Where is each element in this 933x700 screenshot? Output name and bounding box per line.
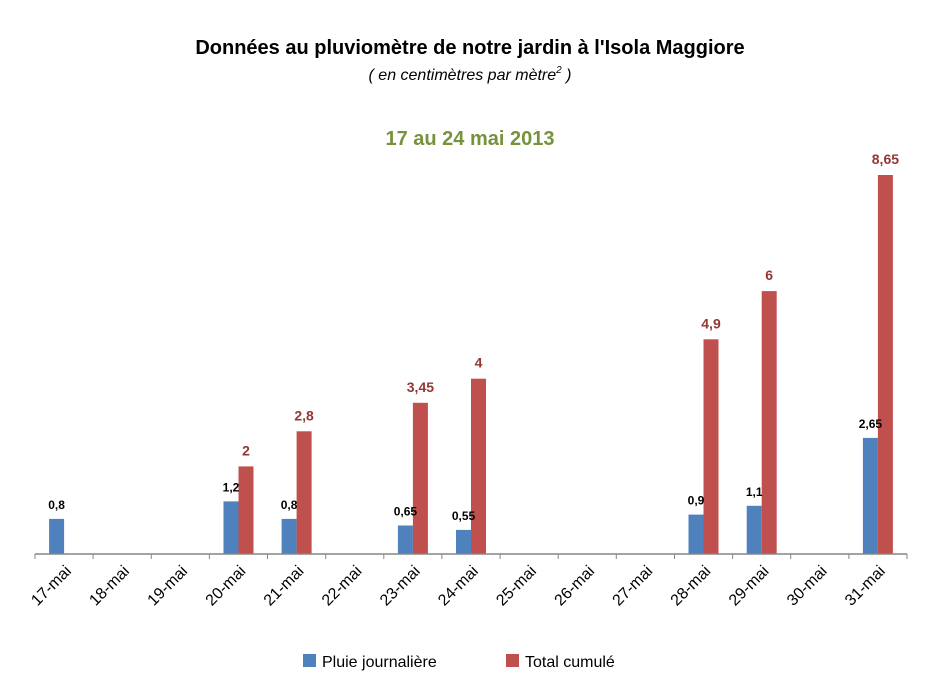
tick-label-23-mai: 23-mai (377, 563, 424, 610)
legend-label-pluie: Pluie journalière (322, 654, 437, 671)
legend-swatch-total (506, 654, 519, 667)
tick-label-20-mai: 20-mai (203, 563, 250, 610)
label-total-29-mai: 6 (765, 267, 773, 283)
data-labels-group: 0,8 1,2 2 0,8 2,8 0,65 3,45 0,55 4 0,9 4,9 1,1 6 2,65… (48, 151, 899, 523)
bar-total-21-mai (296, 431, 312, 554)
label-total-24-mai: 4 (475, 355, 483, 371)
label-total-21-mai: 2,8 (294, 407, 314, 423)
label-total-20-mai: 2 (242, 442, 250, 458)
bar-total-29-mai (761, 291, 777, 554)
bar-pluie-23-mai (397, 525, 413, 554)
label-pluie-28-mai: 0,9 (688, 494, 705, 508)
legend-swatch-pluie (303, 654, 316, 667)
tick-label-22-mai: 22-mai (319, 563, 366, 610)
tick-label-29-mai: 29-mai (726, 563, 773, 610)
bar-pluie-20-mai (223, 501, 239, 554)
bar-pluie-29-mai (746, 505, 762, 554)
bars-group (49, 175, 893, 554)
tick-label-17-mai: 17-mai (28, 563, 75, 610)
label-pluie-29-mai: 1,1 (746, 485, 763, 499)
tick-label-31-mai: 31-mai (842, 563, 889, 610)
bar-pluie-31-mai (862, 437, 878, 554)
bar-pluie-28-mai (688, 514, 704, 554)
label-pluie-17-mai: 0,8 (48, 498, 65, 512)
label-pluie-21-mai: 0,8 (281, 498, 298, 512)
tick-label-28-mai: 28-mai (668, 563, 715, 610)
tick-label-27-mai: 27-mai (610, 563, 657, 610)
bar-pluie-24-mai (456, 529, 471, 554)
x-axis-ticks: 17-mai 18-mai 19-mai 20-mai 21-mai 22-mai 23-m… (28, 554, 908, 610)
tick-label-19-mai: 19-mai (145, 563, 192, 610)
chart-period: 17 au 24 mai 2013 (385, 128, 554, 150)
tick-label-21-mai: 21-mai (261, 563, 308, 610)
tick-label-26-mai: 26-mai (552, 563, 599, 610)
bar-total-31-mai (877, 175, 893, 554)
bar-pluie-21-mai (281, 518, 297, 554)
bar-total-20-mai (238, 466, 254, 554)
bar-total-23-mai (412, 402, 428, 554)
chart-title: Données au pluviomètre de notre jardin à… (195, 37, 744, 59)
legend: Pluie journalière Total cumulé (303, 654, 615, 671)
label-total-31-mai: 8,65 (872, 151, 899, 167)
bar-pluie-17-mai (49, 518, 65, 554)
label-total-23-mai: 3,45 (407, 379, 434, 395)
tick-label-24-mai: 24-mai (435, 563, 482, 610)
bar-total-28-mai (703, 339, 719, 554)
bar-total-24-mai (471, 378, 486, 554)
chart-subtitle-main: ( en centimètres par mètre (369, 67, 557, 84)
label-pluie-31-mai: 2,65 (859, 417, 883, 431)
chart-subtitle-end: ) (562, 67, 572, 84)
tick-label-25-mai: 25-mai (493, 563, 540, 610)
label-pluie-20-mai: 1,2 (223, 480, 240, 494)
label-total-28-mai: 4,9 (701, 315, 721, 331)
label-pluie-24-mai: 0,55 (452, 509, 476, 523)
legend-label-total: Total cumulé (525, 654, 615, 671)
label-pluie-23-mai: 0,65 (394, 505, 418, 519)
tick-label-30-mai: 30-mai (784, 563, 831, 610)
tick-label-18-mai: 18-mai (86, 563, 133, 610)
chart-subtitle-superscript: 2 (555, 65, 562, 76)
chart-subtitle: ( en centimètres par mètre2 ) (369, 65, 572, 84)
